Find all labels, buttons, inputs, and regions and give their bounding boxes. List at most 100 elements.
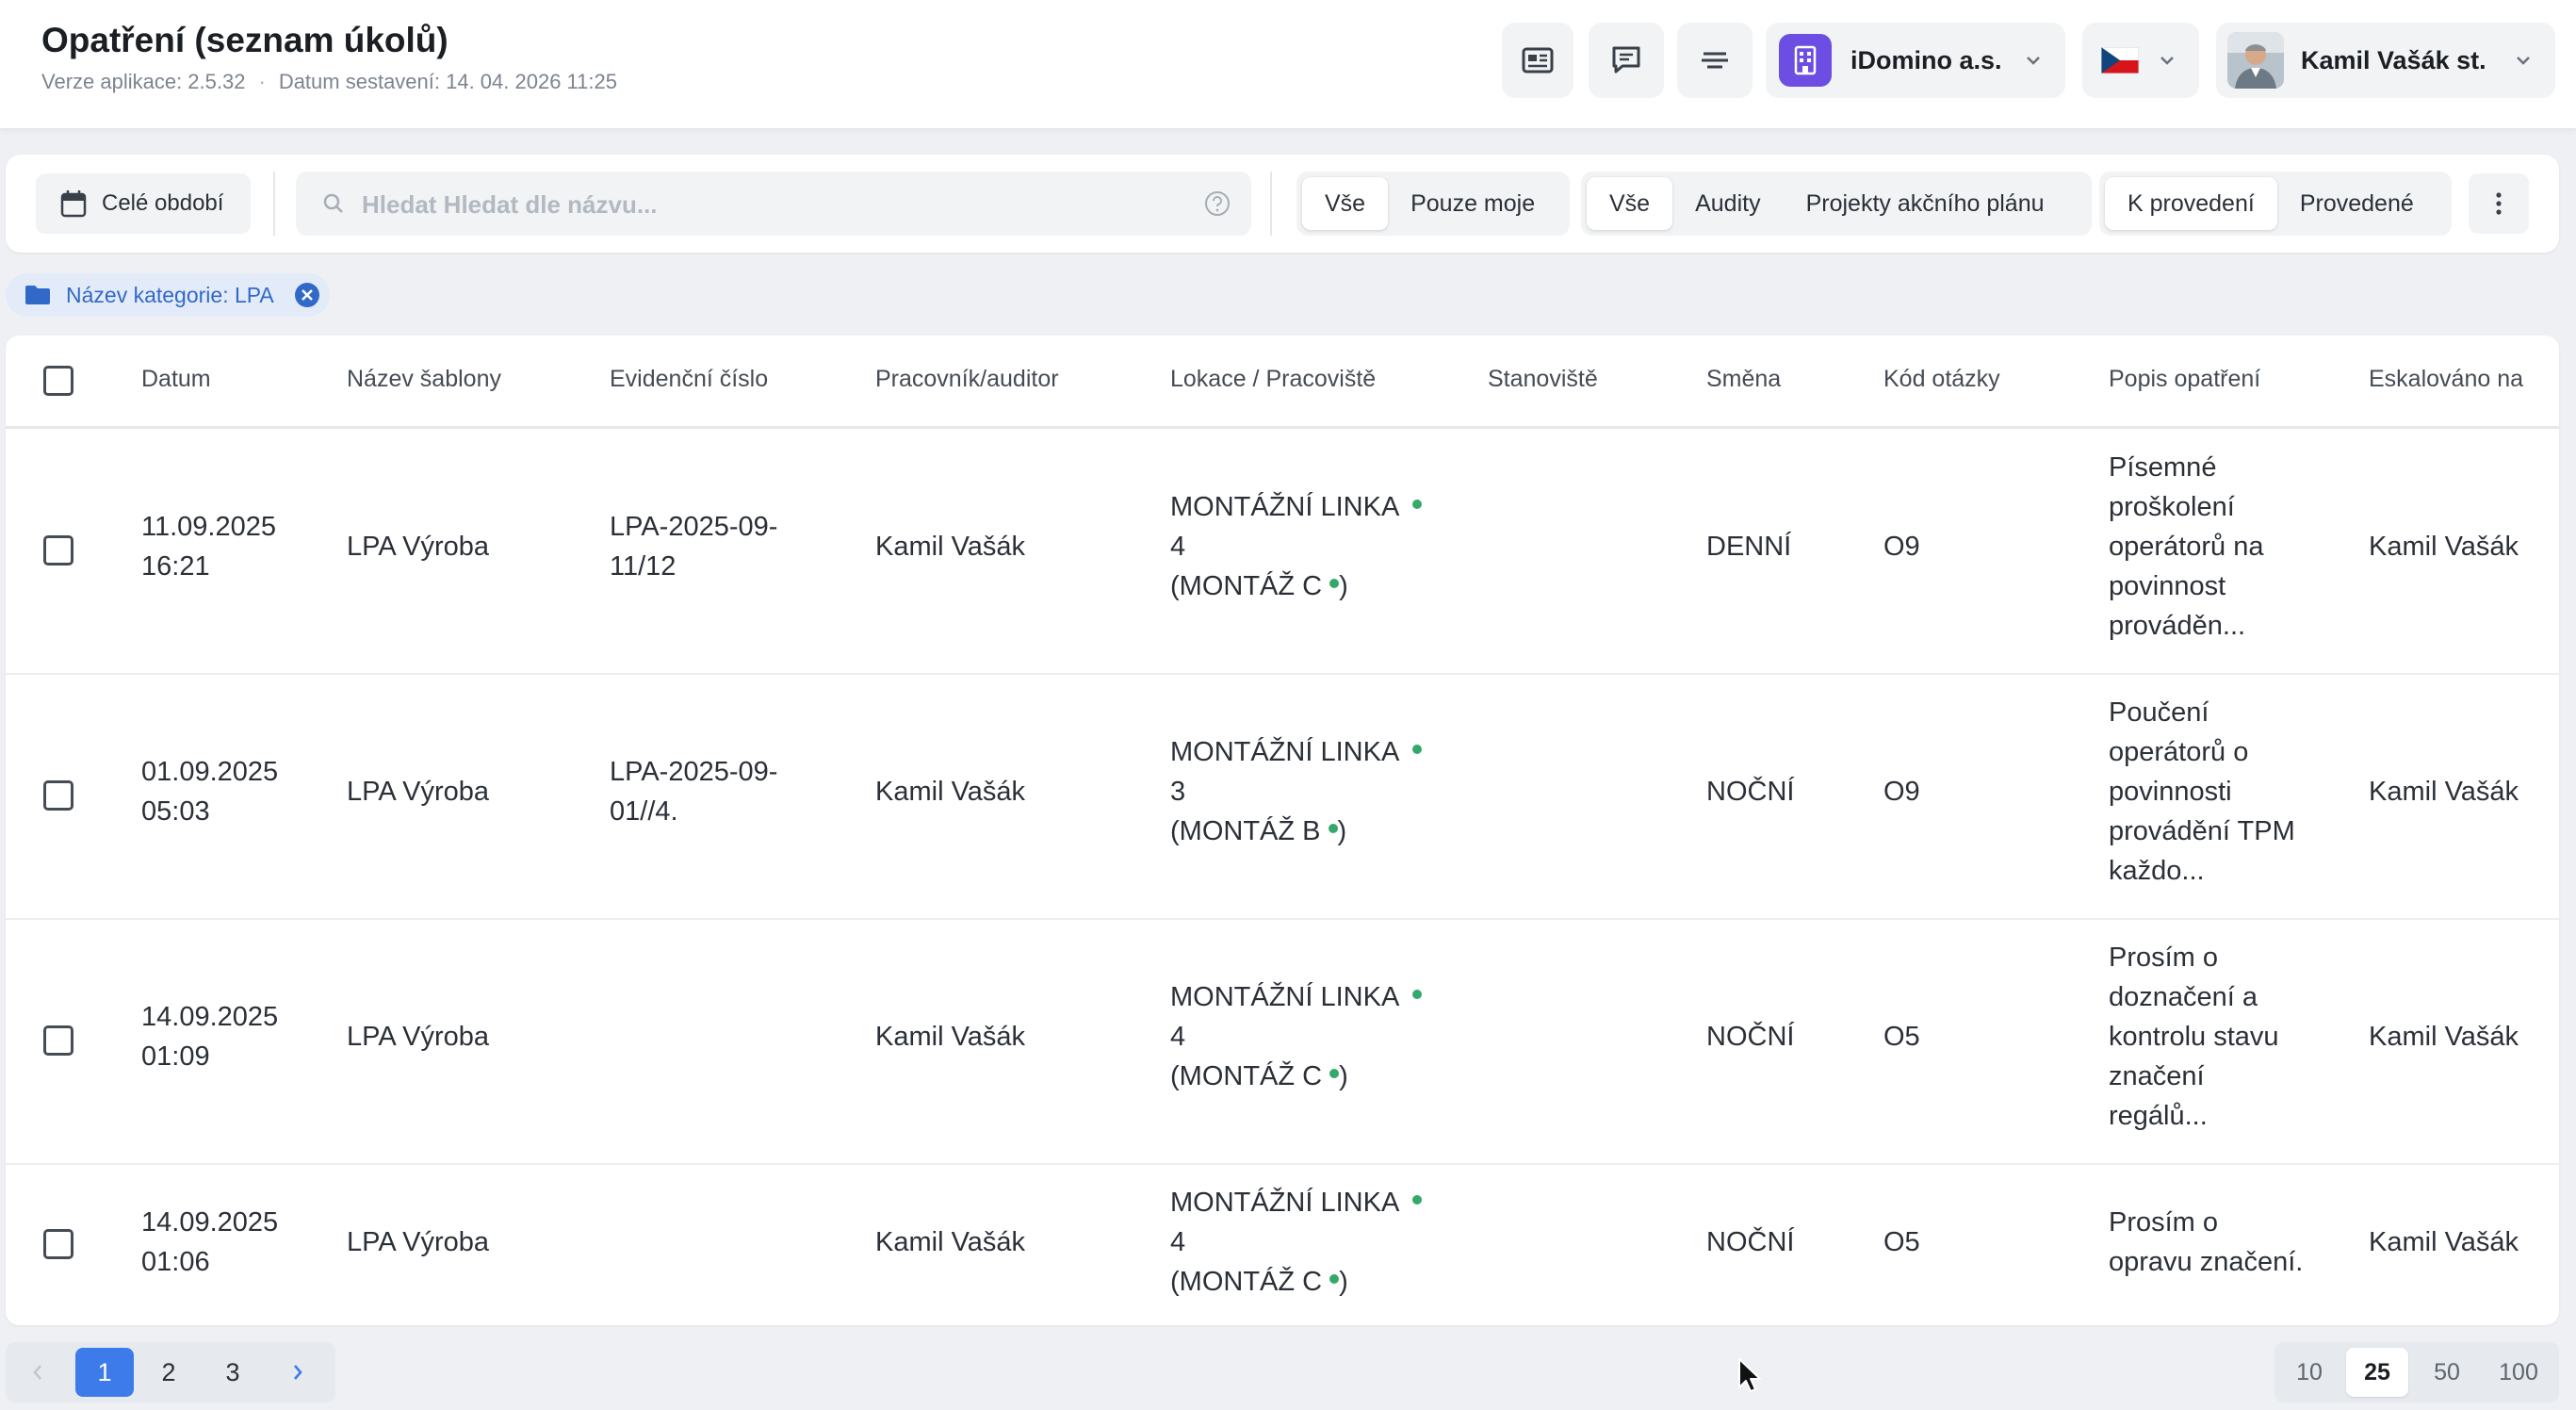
- page-button-1[interactable]: 1: [75, 1348, 134, 1397]
- chevron-down-icon: [2517, 57, 2530, 65]
- type-filter-audits[interactable]: Audity: [1695, 189, 1761, 217]
- column-escalated-to[interactable]: Eskalováno na: [2369, 366, 2524, 392]
- column-station[interactable]: Stanoviště: [1488, 366, 1598, 392]
- status-dot: [1328, 824, 1338, 834]
- row-escalated-to: Kamil Vašák: [2369, 1227, 2519, 1257]
- row-worker: Kamil Vašák: [875, 532, 1026, 562]
- kebab-menu-icon: [2496, 192, 2502, 215]
- chevron-right-icon: [294, 1365, 302, 1380]
- row-date: 14.09.2025 01:09: [141, 1002, 279, 1072]
- build-date: Datum sestavení: 14. 04. 2026 11:25: [278, 70, 617, 93]
- row-shift: NOČNÍ: [1706, 1022, 1795, 1052]
- close-icon[interactable]: [294, 282, 320, 308]
- page-size-25[interactable]: 25: [2346, 1348, 2408, 1397]
- folder-icon: [25, 286, 50, 304]
- page-size-selector: 10 25 50 100: [2274, 1342, 2559, 1402]
- page-button-2[interactable]: 2: [161, 1357, 176, 1386]
- more-options-button[interactable]: [2469, 173, 2529, 234]
- table-row[interactable]: 14.09.2025 01:06 LPA Výroba Kamil Vašák M…: [6, 1163, 2559, 1325]
- meta-separator: ·: [258, 70, 266, 93]
- column-shift[interactable]: Směna: [1706, 366, 1782, 392]
- help-icon[interactable]: [1204, 190, 1231, 217]
- app-version: Verze aplikace: 2.5.32: [41, 70, 246, 93]
- row-checkbox[interactable]: [43, 780, 73, 811]
- period-button[interactable]: Celé období: [36, 173, 251, 234]
- category-filter-chip: Název kategorie: LPA: [6, 273, 330, 317]
- table-row[interactable]: 01.09.2025 05:03 LPA Výroba LPA-2025-09- 0…: [6, 673, 2559, 920]
- row-description: Poučení operátorů o povinnosti provádění TP…: [2109, 697, 2295, 886]
- row-worker: Kamil Vašák: [875, 1022, 1026, 1052]
- user-menu[interactable]: Kamil Vašák st.: [2216, 23, 2555, 98]
- czech-flag-icon: [2101, 47, 2139, 74]
- column-template[interactable]: Název šablony: [347, 366, 501, 392]
- row-checkbox[interactable]: [43, 1025, 73, 1056]
- select-all-checkbox[interactable]: [43, 366, 73, 396]
- column-question-code[interactable]: Kód otázky: [1883, 366, 2000, 392]
- row-worker: Kamil Vašák: [875, 777, 1026, 807]
- state-filter-to-do[interactable]: K provedení: [2105, 177, 2277, 230]
- previous-page-button[interactable]: [11, 1348, 64, 1397]
- organization-switcher[interactable]: iDomino a.s.: [1766, 23, 2065, 98]
- state-filter: K provedení Provedené: [2099, 172, 2452, 236]
- row-date: 01.09.2025 05:03: [141, 757, 279, 827]
- chevron-down-icon: [2160, 57, 2174, 65]
- row-worker: Kamil Vašák: [875, 1227, 1026, 1257]
- table-row[interactable]: 14.09.2025 01:09 LPA Výroba Kamil Vašák M…: [6, 918, 2559, 1165]
- building-icon: [1779, 34, 1832, 87]
- row-question-code: O9: [1883, 777, 1920, 807]
- next-page-button[interactable]: [269, 1348, 326, 1397]
- lines-icon: [1702, 52, 1728, 69]
- news-button[interactable]: [1502, 23, 1573, 98]
- page-title: Opatření (seznam úkolů): [41, 21, 448, 59]
- row-template: LPA Výroba: [347, 1022, 490, 1052]
- column-location[interactable]: Lokace / Pracoviště: [1170, 366, 1377, 392]
- row-description: Prosím o opravu značení.: [2109, 1207, 2304, 1277]
- messages-button[interactable]: [1589, 23, 1664, 98]
- page-button-3[interactable]: 3: [225, 1357, 240, 1386]
- row-question-code: O9: [1883, 532, 1920, 562]
- row-shift: NOČNÍ: [1706, 777, 1795, 807]
- status-dot: [1412, 990, 1423, 1000]
- menu-lines-button[interactable]: [1677, 23, 1753, 98]
- column-record-number[interactable]: Evidenční číslo: [610, 366, 769, 392]
- avatar: [2227, 32, 2284, 89]
- mouse-cursor-icon: [1738, 1358, 1761, 1392]
- row-checkbox[interactable]: [43, 535, 73, 566]
- language-switcher[interactable]: [2082, 23, 2199, 98]
- page-size-50[interactable]: 50: [2434, 1358, 2460, 1385]
- column-date[interactable]: Datum: [141, 366, 211, 392]
- page-size-100[interactable]: 100: [2499, 1358, 2538, 1385]
- period-label: Celé období: [102, 190, 224, 216]
- row-description: Písemné proškolení operátorů na povinnost pr…: [2109, 452, 2264, 641]
- page-size-10[interactable]: 10: [2296, 1358, 2323, 1385]
- table-header: Datum Název šablony Evidenční číslo Prac…: [6, 336, 2559, 429]
- row-template: LPA Výroba: [347, 777, 490, 807]
- search-input[interactable]: [360, 181, 1174, 228]
- chevron-left-icon: [33, 1365, 41, 1380]
- row-escalated-to: Kamil Vašák: [2369, 532, 2519, 562]
- owner-filter-mine[interactable]: Pouze moje: [1410, 189, 1536, 217]
- chevron-down-icon: [2027, 57, 2040, 65]
- owner-filter-all[interactable]: Vše: [1302, 177, 1389, 230]
- table-row[interactable]: 11.09.2025 16:21 LPA Výroba LPA-2025-09- 1…: [6, 428, 2559, 675]
- status-dot: [1329, 579, 1340, 589]
- search-box: [296, 172, 1251, 236]
- row-shift: NOČNÍ: [1706, 1227, 1795, 1257]
- row-template: LPA Výroba: [347, 1227, 490, 1257]
- divider: [273, 172, 275, 236]
- row-question-code: O5: [1883, 1227, 1920, 1257]
- row-checkbox[interactable]: [43, 1229, 73, 1259]
- row-record-number: LPA-2025-09- 11/12: [610, 512, 778, 582]
- row-record-number: LPA-2025-09- 01//4.: [610, 757, 778, 827]
- chip-label: Název kategorie: LPA: [66, 282, 274, 307]
- column-worker[interactable]: Pracovník/auditor: [875, 366, 1059, 392]
- type-filter: Vše Audity Projekty akčního plánu: [1581, 172, 2092, 236]
- status-dot: [1412, 745, 1423, 755]
- state-filter-done[interactable]: Provedené: [2299, 189, 2414, 217]
- type-filter-action-plan-projects[interactable]: Projekty akčního plánu: [1805, 189, 2045, 217]
- column-description[interactable]: Popis opatření: [2109, 366, 2261, 392]
- row-template: LPA Výroba: [347, 532, 490, 562]
- calendar-icon: [60, 190, 87, 218]
- type-filter-all[interactable]: Vše: [1587, 177, 1673, 230]
- app-meta: Verze aplikace: 2.5.32 · Datum sestavení: …: [41, 70, 617, 94]
